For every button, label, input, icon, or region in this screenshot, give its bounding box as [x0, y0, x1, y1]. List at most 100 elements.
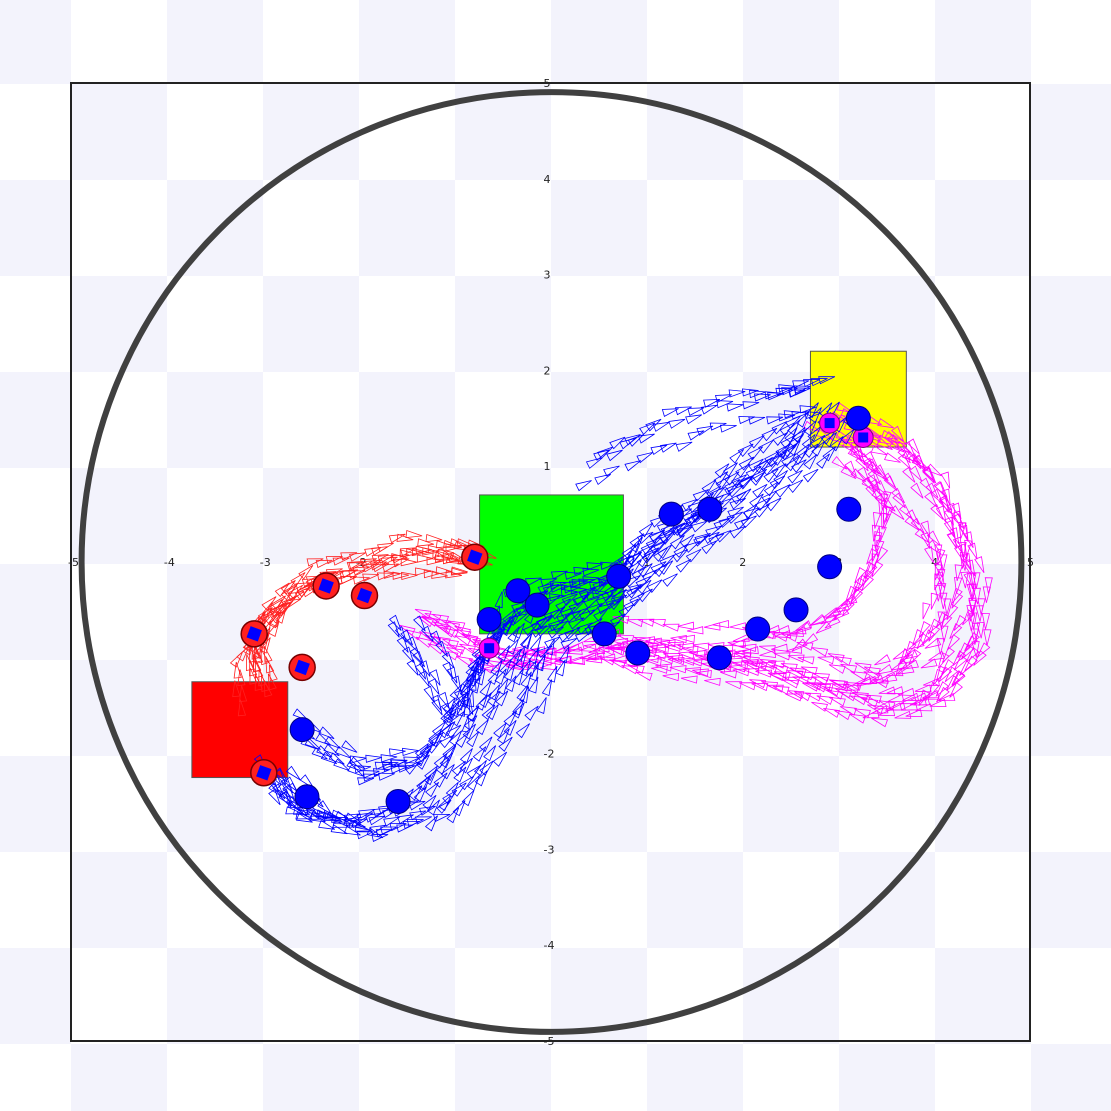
magenta-trail-marker [878, 686, 896, 695]
red-trail-marker [442, 556, 460, 565]
blue-trail-marker [433, 752, 448, 769]
magenta-trail-marker [849, 581, 863, 598]
blue-trail-marker [466, 731, 480, 748]
magenta-trail-marker [415, 636, 433, 648]
magenta-trail-marker [448, 620, 466, 631]
magenta-trail-marker [649, 619, 666, 628]
blue-trail-marker [629, 533, 645, 549]
magenta-trail-marker [882, 472, 896, 489]
blue-trail-marker [414, 743, 429, 759]
magenta-trail-marker [500, 653, 518, 665]
blue-trail-marker [475, 694, 488, 711]
blue-trail-marker [820, 429, 836, 445]
blue-trail-marker [804, 411, 822, 420]
blue-trail-marker [473, 760, 487, 777]
magenta-trail-marker [954, 564, 963, 582]
magenta-trail-marker [804, 692, 822, 702]
magenta-trail-marker [783, 676, 801, 685]
magenta-trail-marker [482, 664, 500, 673]
magenta-trail-marker [677, 621, 695, 630]
robot-payload [356, 587, 373, 604]
blue-trail-marker [520, 671, 532, 689]
blue-trail-marker [503, 720, 517, 736]
blue-trail-marker [683, 540, 701, 553]
magenta-trail-marker [849, 713, 867, 724]
red-trail-marker [451, 566, 468, 575]
blue-trail-marker [715, 530, 732, 543]
blue-trail-marker [415, 816, 432, 825]
blue-trail-marker [705, 525, 722, 538]
blue-trail-marker [350, 818, 368, 829]
blue-trail-marker [693, 534, 710, 547]
blue-trail-marker [754, 497, 771, 512]
magenta-trail-marker [857, 466, 870, 483]
red-trail-marker [362, 573, 380, 582]
magenta-trail-marker [540, 652, 557, 661]
blue-trail-marker [568, 617, 585, 630]
magenta-trail-marker [739, 682, 756, 691]
blue-trail-marker [637, 563, 653, 578]
blue-trail-marker [593, 449, 610, 461]
blue-trail-marker [426, 739, 442, 754]
blue-trail-marker [448, 730, 463, 747]
magenta-trail-marker [922, 467, 935, 484]
blue-trail-marker [785, 456, 800, 472]
magenta-trail-marker [865, 458, 880, 475]
red-trail-marker [435, 566, 453, 575]
blue-trail-marker [451, 760, 466, 777]
magenta-trail-marker [951, 592, 964, 609]
magenta-trail-marker [924, 546, 934, 564]
blue-trail-marker [396, 824, 414, 833]
magenta-trail-marker [792, 676, 810, 685]
floor-tile [0, 948, 71, 1044]
magenta-trail-marker [862, 710, 880, 719]
blue-trail-marker [507, 626, 520, 643]
robot-payload [246, 626, 262, 642]
magenta-trail-marker [863, 666, 881, 677]
floor-tile [839, 1044, 935, 1111]
floor-tile [263, 1044, 359, 1111]
blue-trail-marker [429, 630, 443, 647]
magenta-trail-marker [964, 559, 976, 577]
magenta-trail-marker [456, 656, 473, 667]
magenta-trail-marker [867, 469, 881, 485]
blue-trail-marker [802, 468, 819, 483]
blue-trail-marker [596, 446, 614, 460]
blue-trail-marker [586, 562, 604, 571]
magenta-trail-marker [789, 626, 807, 635]
blue-trail-marker [499, 658, 512, 676]
blue-trail-marker [528, 647, 540, 665]
magenta-trail-marker [964, 539, 973, 557]
blue-trail-marker [737, 443, 754, 458]
red-trail-marker [348, 561, 366, 571]
blue-trail-marker [475, 719, 489, 736]
magenta-trail-marker [824, 615, 841, 629]
magenta-trail-marker [883, 490, 892, 508]
magenta-trail-marker [832, 683, 850, 692]
blue-trail-marker [621, 544, 637, 559]
blue-trail-marker [701, 479, 717, 495]
blue-trail-marker [750, 471, 766, 486]
blue-trail-marker [369, 824, 387, 835]
blue-trail-marker [547, 665, 558, 683]
blue-trail-marker [530, 618, 547, 632]
blue-trail-marker [548, 619, 565, 632]
blue-trail-marker [544, 636, 561, 649]
magenta-trail-marker [419, 631, 436, 642]
blue-trail-marker [810, 434, 826, 450]
red-trail-marker [263, 645, 273, 663]
magenta-trail-marker [831, 455, 848, 470]
magenta-trail-marker [952, 536, 963, 554]
blue-robot [658, 501, 684, 527]
blue-trail-marker [791, 411, 809, 420]
floor-tile [263, 468, 359, 564]
magenta-trail-marker [932, 668, 945, 686]
blue-trail-marker [413, 615, 426, 632]
blue-trail-marker [280, 777, 294, 794]
blue-trail-marker [380, 754, 398, 763]
floor-tile [72, 276, 167, 372]
magenta-trail-marker [912, 628, 925, 646]
blue-trail-marker [781, 453, 797, 468]
magenta-trail-marker [816, 695, 834, 705]
blue-trail-marker [691, 520, 708, 533]
